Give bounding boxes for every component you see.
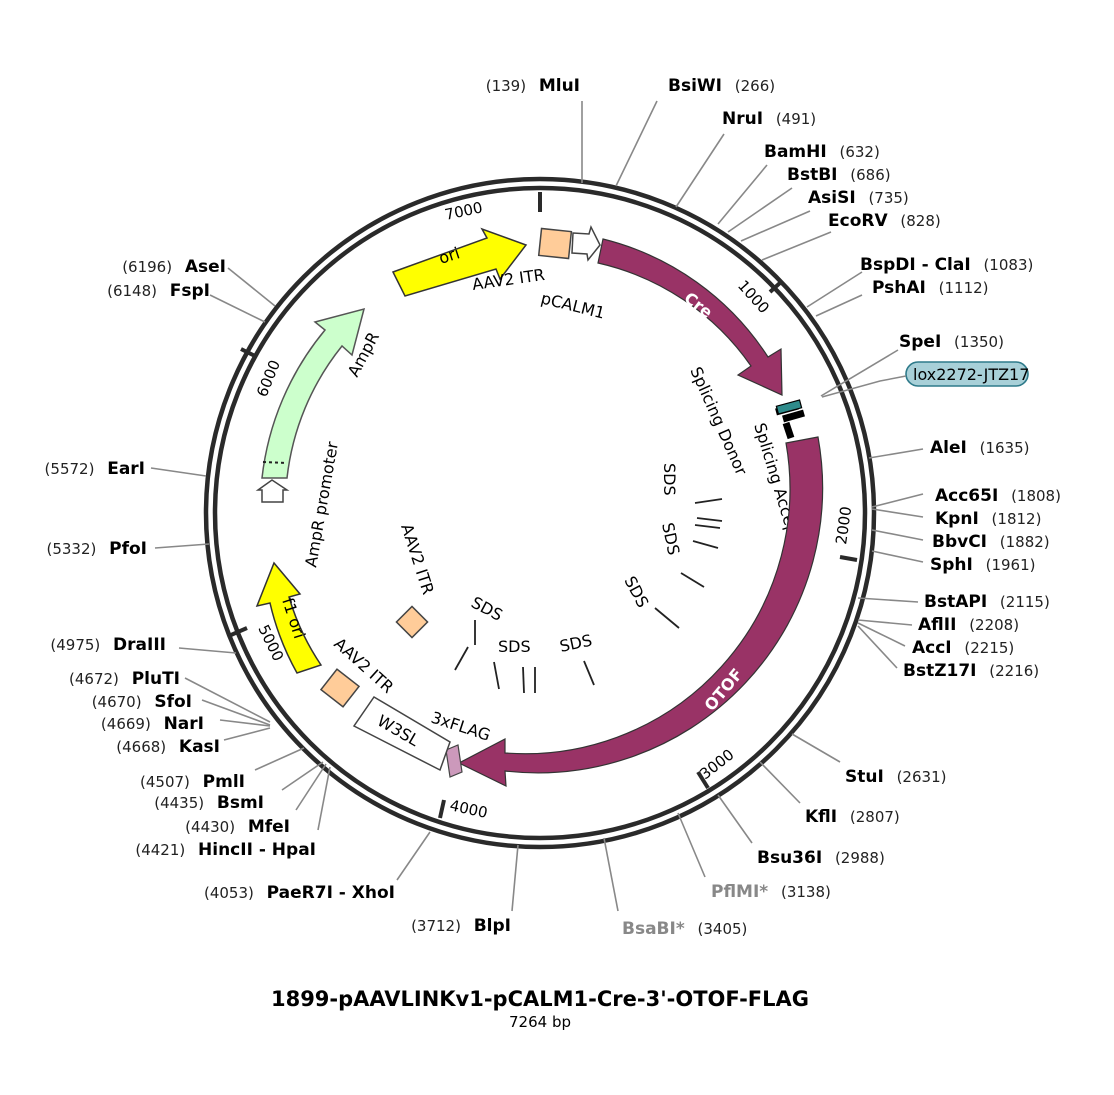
enzyme-label-paer7i-xhoi: (4053) PaeR7I - XhoI <box>204 883 395 903</box>
aav2-itr-bottom-box <box>319 668 361 708</box>
f1-ori-arrow <box>255 561 323 674</box>
enzyme-label-kasi: (4668) KasI <box>116 737 220 757</box>
splicing-donor-label: Splicing Donor <box>686 364 751 478</box>
enzyme-label-mfei: (4430) MfeI <box>185 817 290 837</box>
enzyme-label-stui: StuI (2631) <box>845 767 946 787</box>
sds-label-4: SDS <box>558 631 594 656</box>
enzyme-label-acc65i: Acc65I (1808) <box>935 486 1061 506</box>
plasmid-size: 7264 bp <box>509 1013 571 1031</box>
tick-label-2000: 2000 <box>832 505 855 545</box>
enzyme-label-kpni: KpnI (1812) <box>935 509 1041 529</box>
enzyme-label-nrui: NruI (491) <box>722 109 816 129</box>
lox-leader <box>821 375 907 398</box>
enzyme-label-kfli: KflI (2807) <box>805 807 900 827</box>
enzyme-label-sphi: SphI (1961) <box>930 555 1036 575</box>
backbone-outer-ring <box>203 176 877 850</box>
enzyme-label-bsabi: BsaBI* (3405) <box>622 919 747 939</box>
otof-arrow <box>457 436 824 787</box>
enzyme-label-spei: SpeI (1350) <box>899 332 1004 352</box>
enzyme-label-bsu36i: Bsu36I (2988) <box>757 848 885 868</box>
ampr-dotted <box>262 461 288 464</box>
w3sl-box <box>352 695 451 772</box>
enzyme-label-bamhi: BamHI (632) <box>764 142 880 162</box>
pcalm1-arrow <box>571 224 601 262</box>
enzyme-label-fspi: (6148) FspI <box>107 281 210 301</box>
enzyme-label-asisi: AsiSI (735) <box>808 188 909 208</box>
enzyme-label-asei: (6196) AseI <box>122 257 226 277</box>
enzyme-label-bstz17i: BstZ17I (2216) <box>903 661 1039 681</box>
enzyme-label-bbvci: BbvCI (1882) <box>932 532 1050 552</box>
enzyme-label-pluti: (4672) PluTI <box>69 669 180 689</box>
ampr-promoter-arrow <box>255 479 290 503</box>
aav2-itr-top-box <box>537 227 573 260</box>
pcalm1-label: pCALM1 <box>539 288 607 322</box>
enzyme-label-alei: AleI (1635) <box>930 438 1030 458</box>
enzyme-label-sfoi: (4670) SfoI <box>92 692 192 712</box>
scale-ticks <box>230 192 858 819</box>
ori-arrow <box>391 227 528 297</box>
sds-marks <box>454 498 723 694</box>
enzyme-label-bspdi-clai: BspDI - ClaI (1083) <box>860 255 1033 275</box>
aav2-itr-inner-box <box>395 605 429 639</box>
ampr-arrow <box>261 307 366 479</box>
sds-label-3: SDS <box>620 573 652 611</box>
plasmid-title: 1899-pAAVLINKv1-pCALM1-Cre-3'-OTOF-FLAG <box>271 987 809 1011</box>
sds-label-5: SDS <box>498 637 531 656</box>
enzyme-label-hincii-hpai: (4421) HincII - HpaI <box>135 840 316 860</box>
ampr-promoter-label: AmpR promoter <box>301 440 342 569</box>
enzyme-leader-lines <box>150 100 924 912</box>
aav2-itr-inner-label: AAV2 ITR <box>397 521 438 596</box>
enzyme-label-bstapi: BstAPI (2115) <box>924 592 1050 612</box>
sds-label-2: SDS <box>658 521 683 557</box>
enzyme-label-pflmi: PflMI* (3138) <box>711 882 831 902</box>
enzyme-label-eari: (5572) EarI <box>45 459 145 479</box>
enzyme-label-blpi: (3712) BlpI <box>411 916 511 936</box>
enzyme-label-nari: (4669) NarI <box>101 714 204 734</box>
tick-label-6000: 6000 <box>253 357 284 399</box>
enzyme-label-aflii: AflII (2208) <box>918 615 1019 635</box>
tick-label-4000: 4000 <box>448 796 489 822</box>
enzyme-label-bstbi: BstBI (686) <box>787 165 891 185</box>
enzyme-label-pshai: PshAI (1112) <box>872 278 989 298</box>
enzyme-label-pmli: (4507) PmlI <box>140 772 245 792</box>
enzyme-label-draiii: (4975) DraIII <box>50 635 166 655</box>
flag-tag <box>445 744 463 778</box>
enzyme-label-mlui: (139) MluI <box>486 76 580 96</box>
enzyme-label-acci: AccI (2215) <box>912 638 1014 658</box>
enzyme-label-pfoi: (5332) PfoI <box>46 539 147 559</box>
lox-site <box>775 399 805 440</box>
enzyme-label-bsiwi: BsiWI (266) <box>668 76 775 96</box>
lox-label-box <box>905 361 1029 387</box>
enzyme-labels: (139) MluI BsiWI (266) NruI (491) BamHI (63… <box>45 76 1061 939</box>
sds-label-6: SDS <box>468 593 506 625</box>
cre-arrow <box>597 238 783 396</box>
enzyme-label-ecorv: EcoRV (828) <box>828 211 941 231</box>
backbone-inner-ring <box>212 185 868 841</box>
sds-label-1: SDS <box>660 463 679 496</box>
enzyme-label-bsmi: (4435) BsmI <box>154 793 264 813</box>
lox-label: lox2272-JTZ17 <box>913 365 1029 384</box>
